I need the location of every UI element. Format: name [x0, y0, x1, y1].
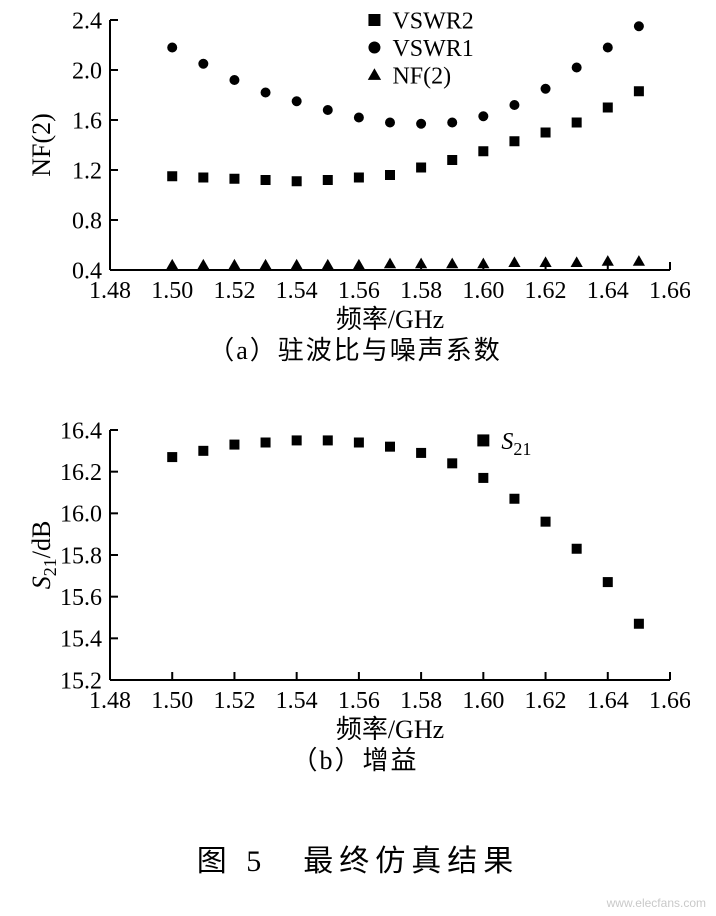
- svg-text:15.4: 15.4: [60, 627, 102, 653]
- svg-text:1.66: 1.66: [649, 688, 690, 714]
- svg-text:1.56: 1.56: [338, 278, 380, 304]
- svg-text:1.6: 1.6: [72, 108, 102, 134]
- svg-text:16.0: 16.0: [60, 502, 102, 528]
- svg-text:1.58: 1.58: [400, 278, 442, 304]
- svg-text:S21: S21: [501, 429, 531, 459]
- chart-a-caption: （a）驻波比与噪声系数: [20, 330, 690, 367]
- svg-text:NF(2): NF(2): [27, 113, 56, 177]
- svg-text:1.60: 1.60: [462, 278, 504, 304]
- svg-text:频率/GHz: 频率/GHz: [336, 715, 444, 740]
- svg-text:15.2: 15.2: [60, 668, 102, 694]
- page: 1.481.501.521.541.561.581.601.621.641.66…: [0, 0, 716, 916]
- svg-text:16.2: 16.2: [60, 460, 102, 486]
- svg-text:频率/GHz: 频率/GHz: [336, 305, 444, 330]
- svg-text:1.52: 1.52: [213, 688, 255, 714]
- chart-b-caption: （b）增益: [20, 740, 690, 777]
- svg-text:1.58: 1.58: [400, 688, 442, 714]
- svg-text:1.54: 1.54: [276, 278, 318, 304]
- svg-text:1.52: 1.52: [213, 278, 255, 304]
- svg-text:2.4: 2.4: [72, 10, 102, 34]
- chart-b-block: 1.481.501.521.541.561.581.601.621.641.66…: [20, 420, 690, 777]
- svg-text:1.56: 1.56: [338, 688, 380, 714]
- watermark: www.elecfans.com: [607, 896, 706, 910]
- svg-text:16.4: 16.4: [60, 420, 102, 444]
- svg-text:1.2: 1.2: [72, 158, 102, 184]
- chart-b: 1.481.501.521.541.561.581.601.621.641.66…: [20, 420, 690, 740]
- chart-a: 1.481.501.521.541.561.581.601.621.641.66…: [20, 10, 690, 330]
- svg-text:1.50: 1.50: [151, 278, 193, 304]
- svg-text:1.62: 1.62: [525, 688, 567, 714]
- svg-text:S21/dB: S21/dB: [27, 521, 60, 590]
- svg-text:15.8: 15.8: [60, 543, 102, 569]
- svg-text:1.60: 1.60: [462, 688, 504, 714]
- svg-text:1.54: 1.54: [276, 688, 318, 714]
- chart-a-block: 1.481.501.521.541.561.581.601.621.641.66…: [20, 10, 690, 367]
- svg-text:15.6: 15.6: [60, 585, 102, 611]
- svg-text:0.4: 0.4: [72, 258, 102, 284]
- svg-text:1.50: 1.50: [151, 688, 193, 714]
- svg-text:0.8: 0.8: [72, 208, 102, 234]
- figure-caption: 图 5 最终仿真结果: [0, 836, 716, 880]
- svg-text:VSWR1: VSWR1: [392, 36, 473, 62]
- svg-text:1.62: 1.62: [525, 278, 567, 304]
- svg-text:1.66: 1.66: [649, 278, 690, 304]
- svg-text:VSWR2: VSWR2: [392, 10, 473, 34]
- svg-text:1.64: 1.64: [587, 688, 629, 714]
- svg-text:2.0: 2.0: [72, 58, 102, 84]
- svg-text:NF(2): NF(2): [392, 63, 451, 89]
- svg-text:1.64: 1.64: [587, 278, 629, 304]
